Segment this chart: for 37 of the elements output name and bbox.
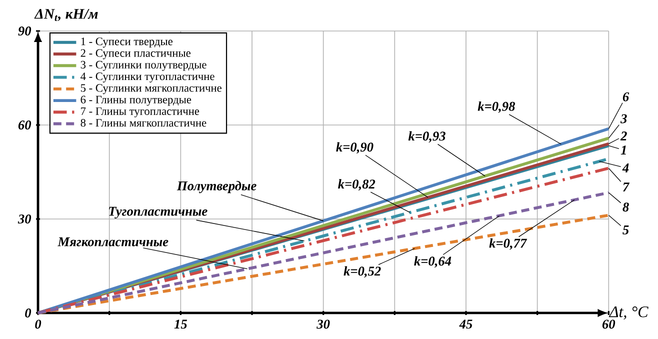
annotation: Мягкопластичные bbox=[58, 237, 168, 246]
annotation: Полутвердые bbox=[176, 180, 256, 194]
annotation: 5 bbox=[622, 226, 629, 234]
x-tick-label: 60 bbox=[602, 320, 616, 329]
y-tick-label: 90 bbox=[18, 26, 32, 36]
legend-label: 1 - Супеси твердые bbox=[81, 38, 172, 48]
legend-label: 4 - Суглинки тугопластичне bbox=[80, 72, 214, 82]
annotation: 1 bbox=[620, 146, 626, 154]
annotation: k=0,82 bbox=[338, 179, 376, 191]
annotation: 4 bbox=[622, 164, 629, 172]
annotation: k=0,64 bbox=[414, 256, 452, 268]
annotation: 6 bbox=[622, 92, 630, 102]
annotation: Тугопластичные bbox=[109, 206, 208, 219]
annotation: 3 bbox=[620, 114, 627, 124]
annotation: k=0,77 bbox=[489, 238, 528, 250]
legend-label: 6 - Глины полутвердые bbox=[80, 96, 192, 106]
x-tick-label: 0 bbox=[35, 320, 42, 329]
annotation: 7 bbox=[623, 182, 630, 192]
x-tick-label: 45 bbox=[459, 320, 472, 329]
annotation: 8 bbox=[622, 202, 629, 212]
legend-label: 3 - Суглинки полутвердые bbox=[80, 60, 206, 71]
legend-label: 2 - Супеси пластичные bbox=[80, 49, 190, 60]
legend-label: 5 - Суглинки мягкопластичне bbox=[80, 84, 222, 94]
annotation: k=0,93 bbox=[408, 131, 446, 143]
annotation: 2 bbox=[620, 132, 627, 140]
y-axis-title: ΔN$_{t}$, кН/м bbox=[34, 8, 98, 21]
annotation: k=0,98 bbox=[478, 101, 516, 113]
y-tick-label: 30 bbox=[18, 214, 32, 224]
legend-label: 8 - Глины мягкопластичне bbox=[80, 119, 206, 127]
y-tick-label: 0 bbox=[25, 308, 32, 318]
y-tick-label: 60 bbox=[18, 120, 32, 130]
legend-label: 7 - Глины тугопластичне bbox=[81, 107, 200, 118]
annotation: k=0,90 bbox=[336, 142, 374, 154]
x-axis-title: Δt, °C bbox=[608, 306, 648, 320]
x-tick-label: 30 bbox=[316, 320, 330, 329]
x-tick-label: 15 bbox=[174, 320, 187, 329]
annotation: k=0,52 bbox=[344, 266, 381, 278]
